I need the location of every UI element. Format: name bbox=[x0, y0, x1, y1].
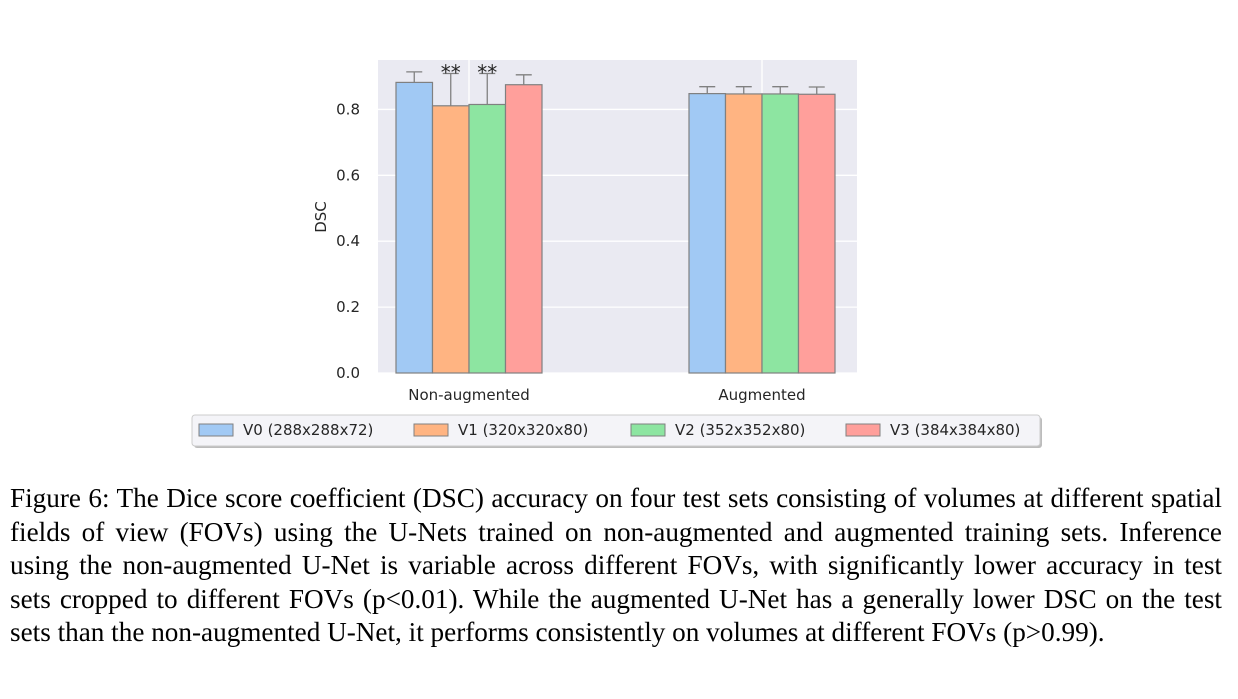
y-tick-label: 0.6 bbox=[336, 166, 360, 184]
legend-label: V0 (288x288x72) bbox=[243, 421, 373, 439]
legend-label: V2 (352x352x80) bbox=[675, 421, 805, 439]
bars: ** ** bbox=[395, 61, 836, 374]
bar-chart: ** ** 0.0 0.2 0.4 0.6 0.8 Non-augmented Augment… bbox=[191, 60, 1042, 448]
y-tick-label: 0.0 bbox=[336, 364, 360, 382]
legend-label: V3 (384x384x80) bbox=[890, 421, 1020, 439]
significance-marker: ** bbox=[477, 61, 497, 85]
bar bbox=[797, 93, 836, 374]
bar bbox=[688, 93, 727, 374]
bar bbox=[395, 81, 434, 374]
tick-labels: 0.0 0.2 0.4 0.6 0.8 Non-augmented Augmented bbox=[336, 100, 806, 404]
legend-swatch bbox=[413, 423, 449, 437]
legend: V0 (288x288x72) V1 (320x320x80) V2 (352x35… bbox=[191, 414, 1042, 448]
significance-marker: ** bbox=[441, 61, 461, 85]
bar bbox=[724, 93, 763, 374]
bar bbox=[761, 93, 800, 374]
x-tick-label: Augmented bbox=[718, 386, 805, 404]
y-axis-title: DSC bbox=[312, 201, 330, 233]
bar bbox=[504, 84, 543, 374]
figure-caption: Figure 6: The Dice score coefficient (DS… bbox=[10, 483, 1222, 647]
x-tick-label: Non-augmented bbox=[408, 386, 530, 404]
y-tick-label: 0.8 bbox=[336, 100, 360, 118]
legend-swatch bbox=[630, 423, 666, 437]
legend-swatch bbox=[845, 423, 881, 437]
legend-box bbox=[191, 414, 1041, 447]
bar bbox=[431, 105, 470, 374]
legend-swatch bbox=[198, 423, 234, 437]
y-tick-label: 0.2 bbox=[336, 298, 360, 316]
y-tick-label: 0.4 bbox=[336, 232, 360, 250]
bar bbox=[468, 103, 507, 374]
legend-label: V1 (320x320x80) bbox=[458, 421, 588, 439]
